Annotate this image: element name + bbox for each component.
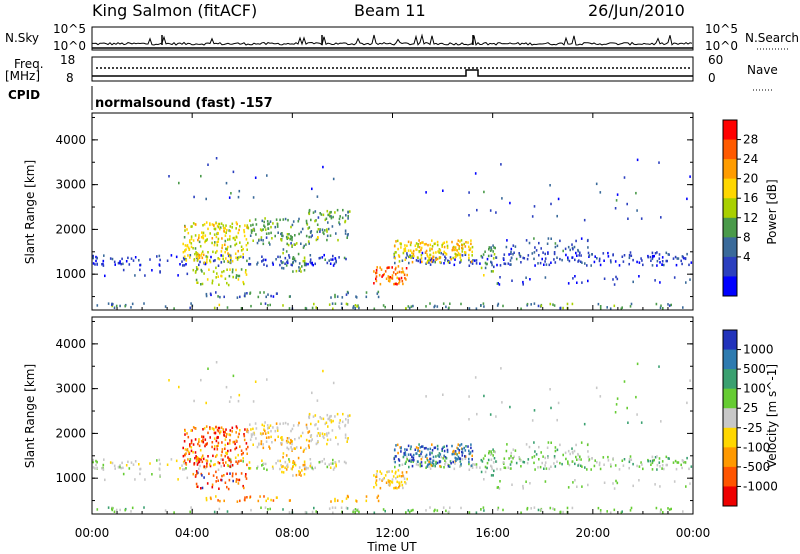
time-tick-label: 08:00: [275, 526, 310, 540]
colorbar-tick-label: 20: [743, 172, 758, 186]
time-tick-label: 00:00: [676, 526, 711, 540]
noise-ytick-left-bottom: 10^0: [53, 39, 86, 53]
range-tick-label: 3000: [55, 178, 86, 192]
time-tick-label: 00:00: [75, 526, 110, 540]
colorbar-tick-label: 100: [743, 382, 766, 396]
colorbar-swatch: [723, 349, 737, 370]
velocity-panel-frame: [91, 316, 694, 515]
colorbar-tick-label: 28: [743, 133, 758, 147]
nave-right-label: Nave: [747, 63, 778, 77]
time-axis-label: Time UT: [366, 540, 417, 554]
power-colorbar: 28 24 20 16 12 8 4: [722, 119, 758, 297]
freq-ytick-bottom: 8: [66, 71, 74, 85]
colorbar-tick-label: -500: [743, 460, 770, 474]
noise-ytick-right-bottom: 10^0: [705, 39, 738, 53]
time-tick-label: 12:00: [375, 526, 410, 540]
power-heatmap: [92, 157, 693, 310]
freq-panel-frame: [91, 56, 694, 82]
colorbar-swatch: [723, 408, 737, 429]
colorbar-swatch: [723, 369, 737, 390]
station-title: King Salmon (fitACF): [92, 1, 257, 20]
power-panel-frame: [91, 112, 694, 311]
freq-left-label-2: [MHz]: [5, 69, 40, 83]
cpid-value: normalsound (fast) -157: [95, 96, 273, 111]
colorbar-swatch: [723, 486, 737, 507]
velocity-colorbar: 1000 500 100 25 -25 -100 -500 -1000: [722, 329, 778, 507]
velocity-cbar-label: Velocity [m s^-1]: [765, 364, 779, 468]
power-ylabel: Slant Range [km]: [23, 160, 37, 264]
colorbar-swatch: [723, 159, 737, 180]
colorbar-tick-label: 8: [743, 230, 751, 244]
colorbar-tick-label: -1000: [743, 479, 778, 493]
colorbar-swatch: [723, 120, 737, 141]
range-tick-label: 2000: [55, 426, 86, 440]
power-cbar-label: Power [dB]: [765, 179, 779, 244]
colorbar-swatch: [723, 217, 737, 238]
nave-ytick-top: 60: [708, 53, 723, 67]
velocity-panel: 4000 3000 2000 1000 Slant Range [km] 1000 50…: [23, 316, 779, 515]
velocity-ylabel: Slant Range [km]: [23, 364, 37, 468]
range-tick-label: 2000: [55, 222, 86, 236]
colorbar-swatch: [723, 178, 737, 199]
range-tick-label: 4000: [55, 337, 86, 351]
noise-ytick-left-top: 10^5: [53, 22, 86, 36]
time-axis: 00:00 04:00 08:00 12:00 16:00 20:00 00:00: [75, 113, 711, 540]
colorbar-swatch: [723, 237, 737, 258]
range-tick-label: 4000: [55, 133, 86, 147]
range-tick-label: 1000: [55, 471, 86, 485]
noise-sky-trace: [92, 33, 693, 46]
time-tick-label: 20:00: [576, 526, 611, 540]
velocity-yaxis: 4000 3000 2000 1000: [55, 320, 693, 502]
freq-left-label-1: Freq.: [14, 57, 44, 71]
colorbar-tick-label: -25: [743, 421, 763, 435]
date-title: 26/Jun/2010: [588, 1, 685, 20]
colorbar-swatch: [723, 427, 737, 448]
colorbar-swatch: [723, 447, 737, 468]
power-panel: 4000 3000 2000 1000 Slant Range [km] 28 24 20…: [23, 112, 779, 311]
power-yaxis: 4000 3000 2000 1000: [55, 116, 693, 298]
range-tick-label: 1000: [55, 267, 86, 281]
time-tick-label: 04:00: [175, 526, 210, 540]
colorbar-tick-label: 25: [743, 401, 758, 415]
colorbar-tick-label: 500: [743, 362, 766, 376]
velocity-heatmap: [92, 361, 693, 514]
colorbar-tick-label: 1000: [743, 343, 774, 357]
colorbar-swatch: [723, 330, 737, 351]
cpid-label: CPID: [8, 88, 40, 102]
colorbar-tick-label: 12: [743, 211, 758, 225]
noise-panel-frame: [91, 26, 694, 51]
range-tick-label: 3000: [55, 382, 86, 396]
noise-panel: N.Sky N.Search 10^5 10^0 10^5 10^0: [5, 22, 799, 53]
colorbar-swatch: [723, 466, 737, 487]
noise-ytick-right-top: 10^5: [705, 22, 738, 36]
colorbar-swatch: [723, 139, 737, 160]
colorbar-tick-label: 16: [743, 191, 758, 205]
colorbar-tick-label: 4: [743, 250, 751, 264]
time-tick-label: 16:00: [475, 526, 510, 540]
nave-ytick-bottom: 0: [708, 71, 716, 85]
noise-right-label: N.Search: [745, 31, 799, 45]
cpid-row: CPID normalsound (fast) -157: [8, 86, 273, 111]
colorbar-swatch: [723, 256, 737, 277]
noise-left-label: N.Sky: [5, 31, 39, 45]
freq-trace: [92, 69, 693, 77]
colorbar-swatch: [723, 276, 737, 297]
beam-title: Beam 11: [354, 1, 426, 20]
colorbar-tick-label: 24: [743, 152, 758, 166]
colorbar-tick-label: -100: [743, 440, 770, 454]
colorbar-swatch: [723, 388, 737, 409]
freq-panel: Freq. [MHz] Nave 18 8 60 0: [5, 53, 778, 91]
colorbar-swatch: [723, 198, 737, 219]
freq-ytick-top: 18: [60, 53, 75, 67]
